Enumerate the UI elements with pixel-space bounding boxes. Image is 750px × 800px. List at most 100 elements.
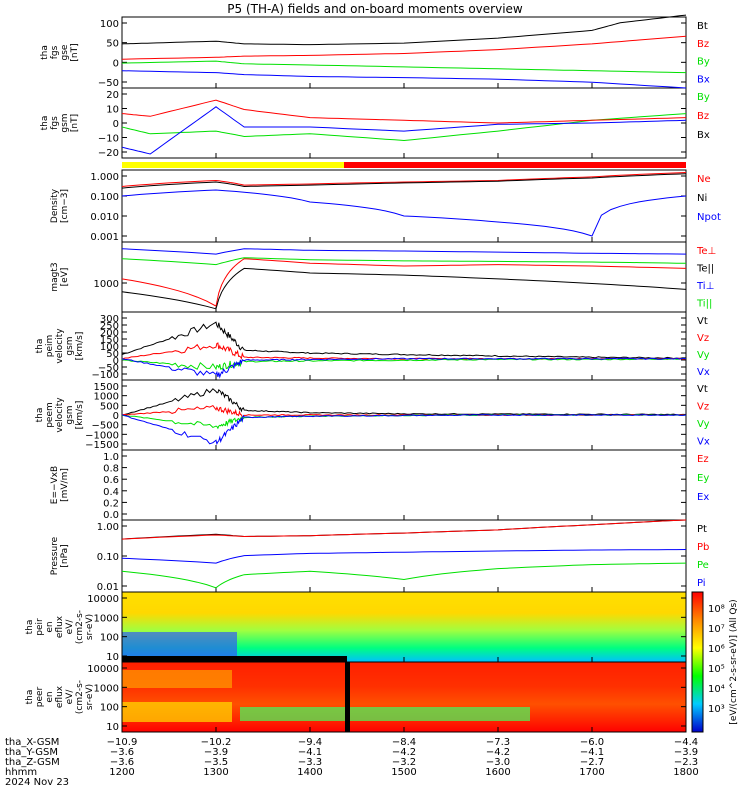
ytick-label-peer: 100 [100,703,119,714]
ylabel-peim: velocity [55,328,65,364]
ytick-label-peer: 1000 [94,683,119,694]
xaxis-row-value: −4.1 [298,747,322,758]
xaxis-row-value: −10.2 [201,737,232,748]
electron-spectrogram-band [122,670,232,688]
xaxis-row-value: −4.1 [580,747,604,758]
legend-fgs_gsm-Bx: Bx [697,130,710,141]
series-5-Vx [121,413,687,446]
legend-pressure-Pi: Pi [697,578,706,589]
ytick-label-peim: 200 [100,328,119,339]
series-1-Bx [121,106,687,155]
ytick-label-peir: 10 [106,652,119,663]
ylabel-peer: (cm2-s- [75,680,85,714]
xaxis-row-value: 1700 [579,767,604,778]
colorbar-tick: 10⁴ [708,684,725,695]
ytick-label-peem: 1500 [94,382,119,393]
ylabel-peem: tha [35,408,45,423]
ytick-label-pressure: 0.10 [97,552,119,563]
ytick-label-density: 0.001 [90,232,119,243]
legend-fgs-By: By [697,57,710,68]
legend-peim-Vx: Vx [697,367,710,378]
legend-pressure-Pb: Pb [697,542,709,553]
series-2-Ne [121,172,687,187]
legend-peem-Vz: Vz [697,402,709,413]
legend-fgs_gsm-By: By [697,92,710,103]
legend-pressure-Pe: Pe [697,560,709,571]
ylabel-temp: [eV] [60,268,70,287]
xaxis-row-label-hhmm: hhmm [5,767,37,778]
legend-fgs-Bt: Bt [697,21,708,32]
ytick-label-fgs: 50 [106,39,119,50]
series-7-Pb [121,519,687,540]
ytick-label-efield: 0.0 [103,510,119,521]
ylabel-peir: eV/ [65,619,75,635]
ytick-label-peer: 10000 [87,664,119,675]
electron-spectrogram-dropout [345,662,350,732]
ytick-label-pressure: 0.01 [97,582,119,593]
xaxis-row-value: −2.7 [580,757,604,768]
legend-peem-Vy: Vy [697,419,710,430]
ylabel-peem: velocity [55,397,65,433]
panel-frame-pressure [121,519,687,593]
electron-spectrogram-green-band [240,707,530,721]
xaxis-row-label-tha_Y-GSM: tha_Y-GSM [5,747,58,758]
ytick-label-peim: 50 [106,349,119,360]
ytick-label-peir: 100 [100,633,119,644]
ylabel-peir: peir [35,618,45,636]
mode-bar-slow [122,162,344,168]
ylabel-fgs: fgs [50,45,60,59]
xaxis-row-value: −6.0 [580,737,604,748]
series-0-Bz [121,35,687,60]
ytick-label-fgs: 100 [100,19,119,30]
xaxis-row-value: −3.9 [204,747,228,758]
xaxis-row-value: −3.0 [486,757,510,768]
ylabel-peem: gsm [65,405,75,424]
xaxis-row-value: −3.9 [674,747,698,758]
xaxis-row-value: −4.4 [674,737,698,748]
ylabel-peir: (cm2-s- [75,610,85,644]
legend-pressure-Pt: Pt [697,524,707,535]
legend-density-Npot: Npot [697,212,721,223]
series-1-By [121,113,687,142]
ylabel-peer: tha [25,690,35,705]
ylabel-peer: en [45,691,55,702]
legend-peem-Vt: Vt [697,384,708,395]
series-2-Npot [121,189,687,237]
ylabel-fgs_gsm: gsm [60,113,70,132]
legend-fgs-Bx: Bx [697,74,710,85]
colorbar-tick: 10⁷ [708,624,725,635]
legend-peim-Vt: Vt [697,316,708,327]
series-4-Vt [121,321,687,360]
legend-density-Ne: Ne [697,174,711,185]
xaxis-row-value: −4.2 [392,747,416,758]
ylabel-efield: [mV/m] [60,468,70,502]
ylabel-peer: sr-eV) [85,684,95,710]
ytick-label-peim: −100 [92,370,119,381]
ytick-label-peim: 100 [100,342,119,353]
ylabel-temp: magt3 [50,262,60,291]
series-7-Pi [121,549,687,564]
legend-temp-Te⊥: Te⊥ [696,246,716,257]
ylabel-fgs_gsm: tha [40,116,50,131]
series-1-Bz [121,99,687,124]
xaxis-row-value: −4.2 [486,747,510,758]
xaxis-row-value: −7.3 [486,737,510,748]
electron-spectrogram-band-low [122,702,232,722]
ytick-label-efield: 0.4 [103,487,119,498]
legend-efield-Ez: Ez [697,454,709,465]
ytick-label-density: 0.010 [90,212,119,223]
series-0-Bx [121,70,687,89]
mode-bar-fast [344,162,686,168]
ylabel-peir: sr-eV) [85,614,95,640]
ytick-label-peem: 1000 [94,392,119,403]
ylabel-peir: eflux [55,615,65,638]
legend-efield-Ex: Ex [697,492,709,503]
series-0-Bt [121,14,687,46]
panel-frame-efield [121,449,687,521]
ytick-label-peem: 0 [113,411,119,422]
ytick-label-fgs_gsm: 10 [106,105,119,116]
ytick-label-peem: −1500 [85,440,119,451]
xaxis-row-value: −3.6 [110,757,134,768]
ylabel-peim: peim [45,335,55,358]
series-4-Vx [121,357,687,379]
